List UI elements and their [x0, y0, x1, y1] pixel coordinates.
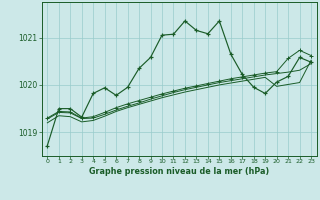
X-axis label: Graphe pression niveau de la mer (hPa): Graphe pression niveau de la mer (hPa) [89, 167, 269, 176]
